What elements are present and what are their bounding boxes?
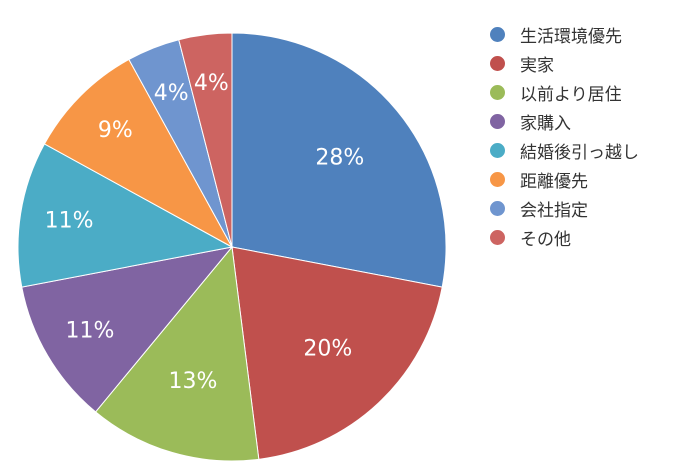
legend-label: 距離優先	[520, 172, 588, 192]
chart-legend: 生活環境優先 実家以前より居住 家購入結婚後引っ越し 距離優先会社指定その他	[490, 20, 639, 252]
pie-slice	[21, 246, 234, 413]
slice-label: 9%	[98, 118, 133, 143]
pie-slice	[178, 32, 233, 248]
legend-item: 会社指定	[490, 194, 639, 223]
legend-label: 実家	[520, 56, 554, 76]
legend-label: 結婚後引っ越し	[520, 143, 639, 163]
legend-swatch	[490, 85, 505, 100]
pie-chart-svg: 28% 20% 13% 11% 11% 9% 4% 4%	[17, 32, 447, 462]
legend-label: 生活環境優先	[520, 27, 622, 47]
legend-item: 距離優先	[490, 165, 639, 194]
legend-label: 以前より居住	[520, 85, 622, 105]
legend-label: 家購入	[520, 114, 571, 134]
legend-item: 実家	[490, 49, 639, 78]
legend-swatch	[490, 172, 505, 187]
legend-swatch	[490, 143, 505, 158]
pie-slice	[94, 245, 260, 462]
legend-label: 会社指定	[520, 201, 588, 221]
legend-item: その他	[490, 223, 639, 252]
slice-label: 20%	[303, 337, 352, 362]
slice-label: 13%	[168, 369, 217, 394]
legend-item: 結婚後引っ越し	[490, 136, 639, 165]
legend-label: その他	[520, 230, 571, 250]
legend-swatch	[490, 201, 505, 216]
legend-item: 生活環境優先	[490, 20, 639, 49]
legend-swatch	[490, 230, 505, 245]
legend-swatch	[490, 114, 505, 129]
legend-item: 以前より居住	[490, 78, 639, 107]
slice-label: 11%	[66, 318, 115, 343]
pie-slice	[231, 32, 447, 288]
legend-item: 家購入	[490, 107, 639, 136]
legend-swatch	[490, 27, 505, 42]
pie-slice	[43, 58, 234, 249]
slice-label: 4%	[194, 71, 229, 96]
legend-swatch	[490, 56, 505, 71]
slice-label: 11%	[45, 209, 94, 234]
slice-label: 4%	[154, 81, 189, 106]
pie-slice	[231, 246, 443, 460]
pie-slice	[17, 143, 234, 288]
slice-label: 28%	[315, 145, 364, 170]
